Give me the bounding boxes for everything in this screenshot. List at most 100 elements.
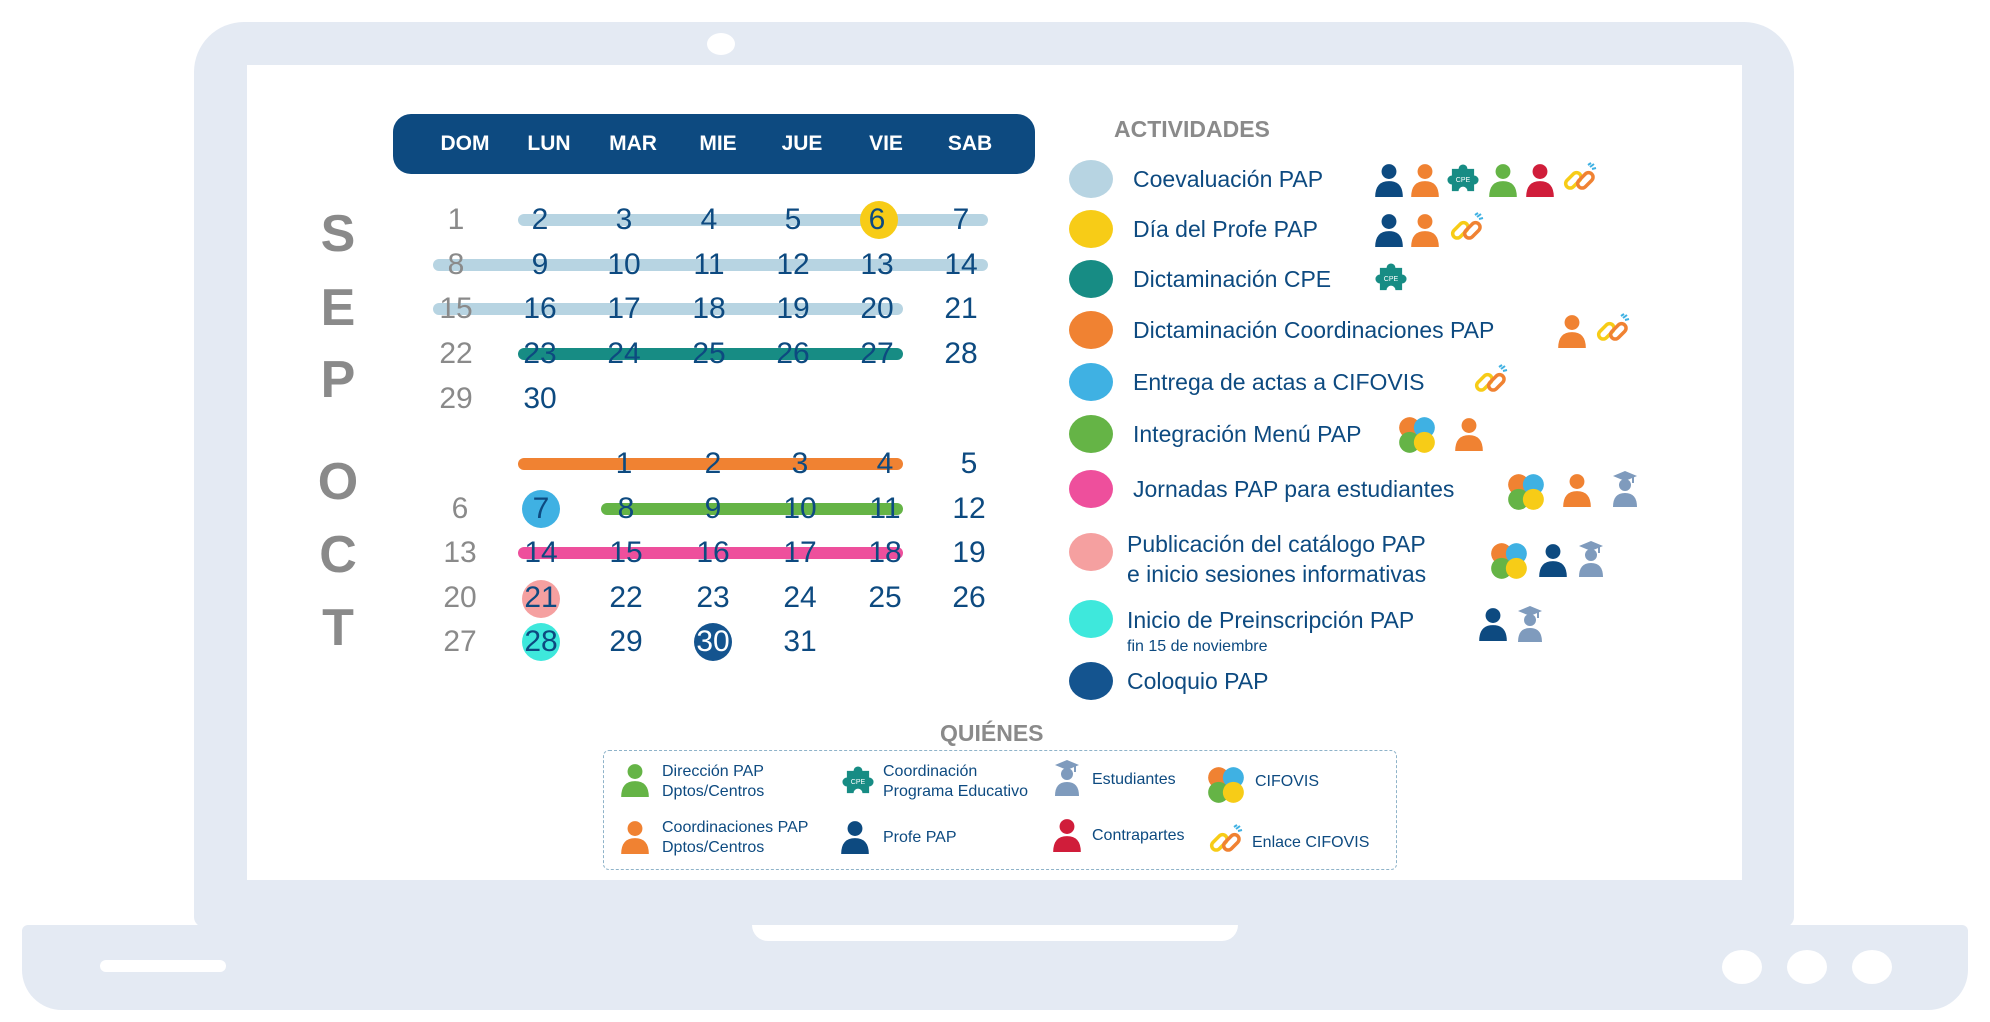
coevaluacion-label: Coevaluación PAP	[1133, 166, 1324, 192]
preinscripcion-sublabel: fin 15 de noviembre	[1127, 638, 1268, 655]
date-cell: 12	[952, 492, 986, 525]
laptop-light	[1852, 950, 1892, 984]
enlace-link-icon	[1561, 162, 1597, 198]
date-cell: 3	[615, 203, 633, 236]
date-cell: 5	[960, 447, 978, 480]
date-cell: 16	[523, 292, 557, 325]
publicacion-circle	[522, 580, 560, 618]
jornadas-dot	[1069, 470, 1113, 508]
date-cell: 28	[524, 625, 558, 658]
profe-person-icon	[1373, 163, 1405, 197]
day-header-label: LUN	[527, 132, 571, 155]
dia-profe-dot	[1069, 210, 1113, 248]
coordinaciones-person-icon	[1409, 163, 1441, 197]
date-cell: 19	[952, 536, 986, 569]
date-cell: 21	[524, 581, 558, 614]
dictaminacion-cpe-label: Dictaminación CPE	[1133, 266, 1332, 292]
laptop-notch	[752, 925, 1238, 941]
coevaluacion-bar	[433, 259, 988, 271]
activities-title: ACTIVIDADES	[1114, 116, 1270, 142]
coloquio-dot	[1069, 662, 1113, 700]
day-header-label: SAB	[947, 132, 993, 155]
direccion-person-icon	[1487, 163, 1519, 197]
date-cell: 29	[439, 382, 473, 415]
direccion-label-line1: Dirección PAP	[662, 763, 764, 780]
svg-text:CPE: CPE	[851, 779, 866, 786]
direccion-person-icon	[619, 763, 651, 797]
coordinaciones-person-icon	[1556, 314, 1588, 348]
date-cell: 11	[869, 492, 901, 525]
date-cell: 24	[783, 581, 817, 614]
date-cell: 31	[783, 625, 817, 658]
date-cell: 30	[523, 382, 557, 415]
date-cell: 14	[944, 248, 978, 281]
preinscripcion-dot	[1069, 600, 1113, 638]
date-cell: 10	[607, 248, 641, 281]
month-letter: O	[317, 453, 359, 511]
dia-profe-label: Día del Profe PAP	[1133, 216, 1318, 242]
coloquio-circle	[694, 623, 732, 661]
estudiante-icon	[1576, 541, 1606, 577]
contrapartes-label: Contrapartes	[1092, 827, 1185, 844]
date-cell: 30	[696, 625, 730, 658]
dictaminacion-cpe-dot	[1069, 260, 1113, 298]
integracion-menu-bar	[601, 503, 903, 515]
cifovis-logo-icon	[1205, 764, 1247, 806]
coevaluacion-dot	[1069, 160, 1113, 198]
date-cell: 29	[609, 625, 643, 658]
date-cell: 13	[860, 248, 894, 281]
cifovis-logo-icon	[1396, 414, 1438, 456]
cifovis-logo-icon	[1488, 540, 1530, 582]
dictaminacion-coordinaciones-label: Dictaminación Coordinaciones PAP	[1133, 317, 1495, 343]
date-cell: 4	[876, 447, 894, 480]
preinscripcion-label: Inicio de Preinscripción PAP	[1127, 607, 1415, 633]
profe-person-icon	[1477, 607, 1509, 641]
jornadas-label: Jornadas PAP para estudiantes	[1133, 476, 1455, 502]
publicacion-label-line2: e inicio sesiones informativas	[1127, 561, 1427, 587]
date-cell: 1	[615, 447, 633, 480]
estudiante-icon	[1052, 760, 1082, 796]
svg-text:CPE: CPE	[1384, 276, 1399, 283]
coordinaciones-label-line2: Dptos/Centros	[662, 839, 765, 856]
date-cell: 10	[783, 492, 817, 525]
estudiantes-label: Estudiantes	[1092, 771, 1176, 788]
coloquio-label: Coloquio PAP	[1127, 668, 1269, 694]
contrapartes-person-icon	[1524, 163, 1556, 197]
enlace-label: Enlace CIFOVIS	[1252, 834, 1370, 851]
laptop-light	[1787, 950, 1827, 984]
date-cell: 14	[524, 536, 558, 569]
coordinacion-pe-label-line2: Programa Educativo	[883, 783, 1028, 800]
dictaminacion-coordinaciones-dot	[1069, 311, 1113, 349]
coordinaciones-person-icon	[619, 820, 651, 854]
date-cell: 25	[868, 581, 902, 614]
profe-person-icon	[1537, 543, 1569, 577]
enlace-link-icon	[1472, 364, 1508, 400]
date-cell: 20	[443, 581, 477, 614]
coordinaciones-person-icon	[1453, 417, 1485, 451]
date-cell: 21	[944, 292, 978, 325]
estudiante-icon	[1610, 471, 1640, 507]
coordinaciones-label-line1: Coordinaciones PAP	[662, 819, 809, 836]
date-cell: 7	[952, 203, 970, 236]
dictaminacion-coordinaciones-bar	[518, 458, 903, 470]
date-cell: 26	[776, 337, 810, 370]
profe-person-icon	[1373, 213, 1405, 247]
date-cell: 26	[952, 581, 986, 614]
quienes-title: QUIÉNES	[940, 720, 1044, 746]
day-header-bar	[393, 114, 1035, 174]
profe-person-icon	[839, 820, 871, 854]
date-cell: 25	[692, 337, 726, 370]
dia-profe-circle	[860, 201, 898, 239]
date-cell: 23	[523, 337, 557, 370]
date-cell: 18	[692, 292, 726, 325]
date-cell: 22	[439, 337, 473, 370]
date-cell: 27	[860, 337, 894, 370]
date-cell: 27	[443, 625, 477, 658]
entrega-actas-circle	[522, 490, 560, 528]
coordinacion-pe-label-line1: Coordinación	[883, 763, 978, 780]
date-cell: 6	[451, 492, 469, 525]
estudiante-icon	[1515, 606, 1545, 642]
date-cell: 3	[791, 447, 809, 480]
day-header-label: VIE	[869, 132, 903, 155]
integracion-menu-dot	[1069, 415, 1113, 453]
